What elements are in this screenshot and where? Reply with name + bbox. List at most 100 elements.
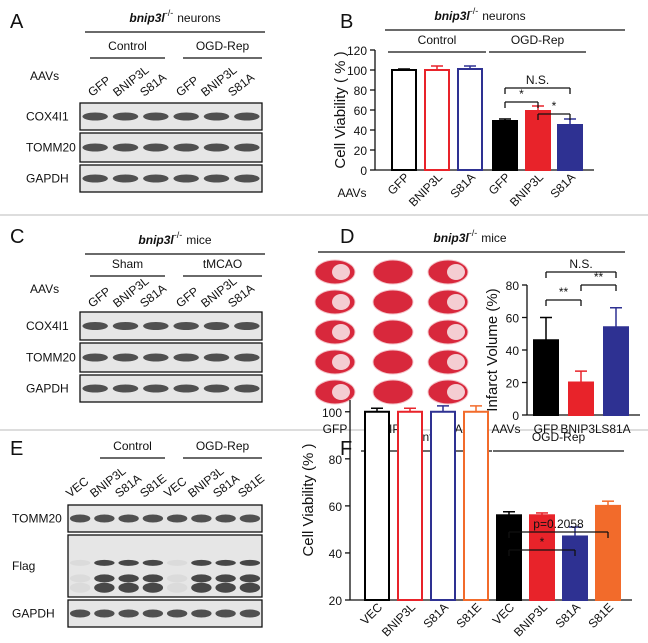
group-label: OGD-Rep [511,33,565,47]
infarct-area [332,294,350,310]
band [112,174,139,183]
y-tick-label: 100 [322,406,342,420]
band-label: Flag [12,559,35,573]
band [203,322,230,330]
y-tick-label: 100 [347,64,367,78]
band [112,353,139,362]
band [173,384,199,393]
band [142,514,164,523]
band [143,174,169,183]
bar [364,410,390,601]
bar [457,68,483,171]
header-gene: bnip3l [138,233,174,247]
band [191,574,212,583]
bar [525,110,551,171]
group-label: Control [108,39,147,53]
band [203,384,230,393]
band [166,559,188,566]
band [234,112,260,121]
y-tick-label: 80 [354,84,368,98]
band [166,514,188,523]
panel-letter: B [340,11,353,33]
band-label: TOMM20 [26,141,76,155]
band [203,174,230,183]
band [173,174,199,183]
infarct-area [447,324,465,340]
brain-slice [372,289,414,315]
brain-slice [372,259,414,285]
band-label: COX4I1 [26,319,69,333]
group-label: Sham [112,257,143,271]
y-axis-label: Infarct Volume (%) [484,288,501,411]
band [191,559,212,566]
band [234,384,260,393]
y-axis-label: Cell Viability ( % ) [332,51,349,168]
infarct-area [332,384,350,400]
panel-letter: F [340,438,352,460]
band [166,609,188,618]
significance-label: ** [559,285,569,299]
band [203,143,230,152]
band [143,322,169,330]
band [215,609,236,618]
blot-strip [79,132,263,163]
band [215,559,236,566]
header-gene: bnip3l [433,231,469,245]
blot-strip [79,342,263,373]
band [166,574,188,583]
bar [397,410,423,601]
y-tick-label: 0 [512,409,519,423]
header: bnip3l-/- neurons [129,8,220,25]
band [234,322,260,330]
y-axis-label: Cell Viability (% ) [300,443,317,556]
header-genotype: -/- [165,8,174,18]
group-label: Control [418,33,457,47]
header: bnip3l-/- mice [433,228,507,245]
x-tick-label: BNIP3L [560,422,602,436]
panel-letter: A [10,11,24,33]
brain-slice [372,349,414,375]
lane-axis-label: AAVs [30,69,59,83]
header-gene: bnip3l [129,11,165,25]
y-tick-label: 0 [360,164,367,178]
band [82,353,108,362]
header-genotype: -/- [174,230,183,240]
band [143,143,169,152]
band [203,353,230,362]
lane-axis-label: AAVs [30,282,59,296]
band [234,174,260,183]
y-tick-label: 80 [329,453,343,467]
bar [595,504,621,601]
header-label: neurons [482,9,525,23]
blot-strip [79,374,263,403]
bar [391,69,417,171]
group-label: Control [113,439,152,453]
band [112,143,139,152]
band [118,582,139,593]
band [166,582,188,593]
band-label: GAPDH [26,172,69,186]
y-tick-label: 60 [354,104,368,118]
x-axis-label: AAVs [337,186,366,200]
header-gene: bnip3l [434,9,470,23]
bar [463,410,489,601]
band [142,582,164,593]
y-tick-label: 60 [329,500,343,514]
band [234,143,260,152]
band [112,322,139,330]
band [82,384,108,393]
infarct-area [332,264,350,280]
band [94,514,115,523]
header-genotype: -/- [470,6,479,16]
group-label: tMCAO [203,257,242,271]
bar [492,120,518,171]
image-label: GFP [323,422,348,436]
significance-label: * [519,87,524,101]
band [239,574,261,583]
group-label: OGD-Rep [196,39,250,53]
band [142,559,164,566]
bar [533,339,559,416]
band [82,174,108,183]
header-label: mice [186,233,212,247]
